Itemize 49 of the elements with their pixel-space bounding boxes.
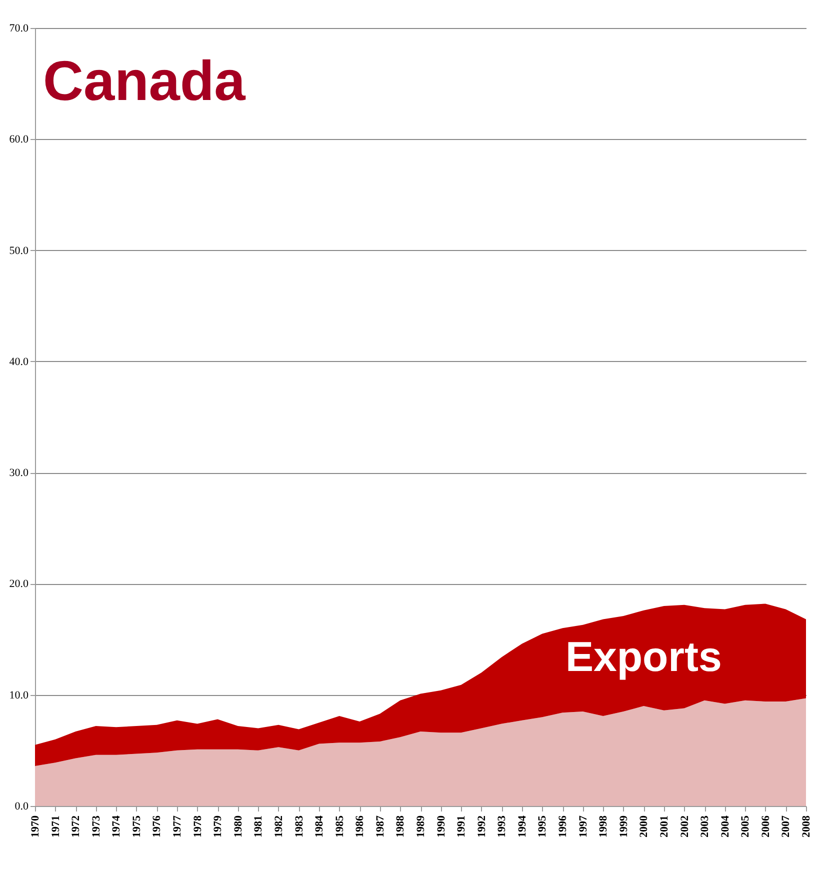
x-tick-label: 2000 <box>638 815 650 838</box>
x-tick-label: 1986 <box>354 815 366 838</box>
x-tick-label: 1972 <box>70 815 82 838</box>
x-tick-label: 1980 <box>232 815 244 838</box>
x-tick-label: 1990 <box>435 815 448 838</box>
x-tick-label: 2004 <box>719 815 732 838</box>
x-tick-label: 1974 <box>110 815 123 838</box>
x-tick-label: 1970 <box>30 815 42 838</box>
x-tick-label: 1983 <box>293 815 306 838</box>
x-tick-label: 1997 <box>577 815 590 838</box>
x-tick-label: 1979 <box>212 815 224 838</box>
x-tick-label: 2002 <box>678 815 691 838</box>
y-tick-label: 60.0 <box>9 134 29 146</box>
y-tick-label: 40.0 <box>9 356 29 368</box>
x-tick-label: 1987 <box>374 815 386 838</box>
x-tick-label: 1998 <box>598 815 610 838</box>
x-tick-label: 1991 <box>456 816 468 838</box>
x-tick-label: 1994 <box>516 815 528 838</box>
y-tick-label: 0.0 <box>14 800 29 812</box>
x-tick-label: 1988 <box>394 815 407 838</box>
y-tick-label: 10.0 <box>9 689 29 702</box>
y-tick-label: 50.0 <box>9 244 29 257</box>
series-label: Exports <box>565 633 722 680</box>
x-tick-label: 1975 <box>130 815 143 838</box>
x-tick-label: 1995 <box>536 815 549 838</box>
x-tick-label: 1992 <box>476 815 488 838</box>
x-tick-label: 1978 <box>192 815 204 838</box>
x-tick-label: 2007 <box>780 815 792 838</box>
x-tick-label: 2001 <box>658 816 670 838</box>
y-tick-label: 70.0 <box>9 22 29 34</box>
chart-title: Canada <box>43 49 246 112</box>
x-tick-label: 1982 <box>272 815 285 838</box>
x-tick-label: 2006 <box>760 815 772 838</box>
x-tick-label: 2008 <box>800 815 812 838</box>
x-tick-label: 1984 <box>314 815 326 838</box>
x-tick-label: 2005 <box>740 815 752 838</box>
x-tick-label: 1977 <box>172 815 184 838</box>
x-tick-label: 1999 <box>618 815 630 838</box>
y-tick-label: 20.0 <box>9 578 29 590</box>
x-tick-label: 1971 <box>50 816 62 838</box>
x-tick-label: 1989 <box>415 815 427 838</box>
x-tick-label: 1985 <box>334 815 346 838</box>
x-tick-label: 1996 <box>557 815 570 838</box>
x-tick-label: 2003 <box>699 815 712 838</box>
x-tick-label: 1973 <box>90 815 102 838</box>
x-tick-label: 1993 <box>496 815 508 838</box>
y-tick-label: 30.0 <box>9 467 29 480</box>
x-tick-label: 1981 <box>252 816 265 838</box>
x-tick-label: 1976 <box>151 815 164 838</box>
